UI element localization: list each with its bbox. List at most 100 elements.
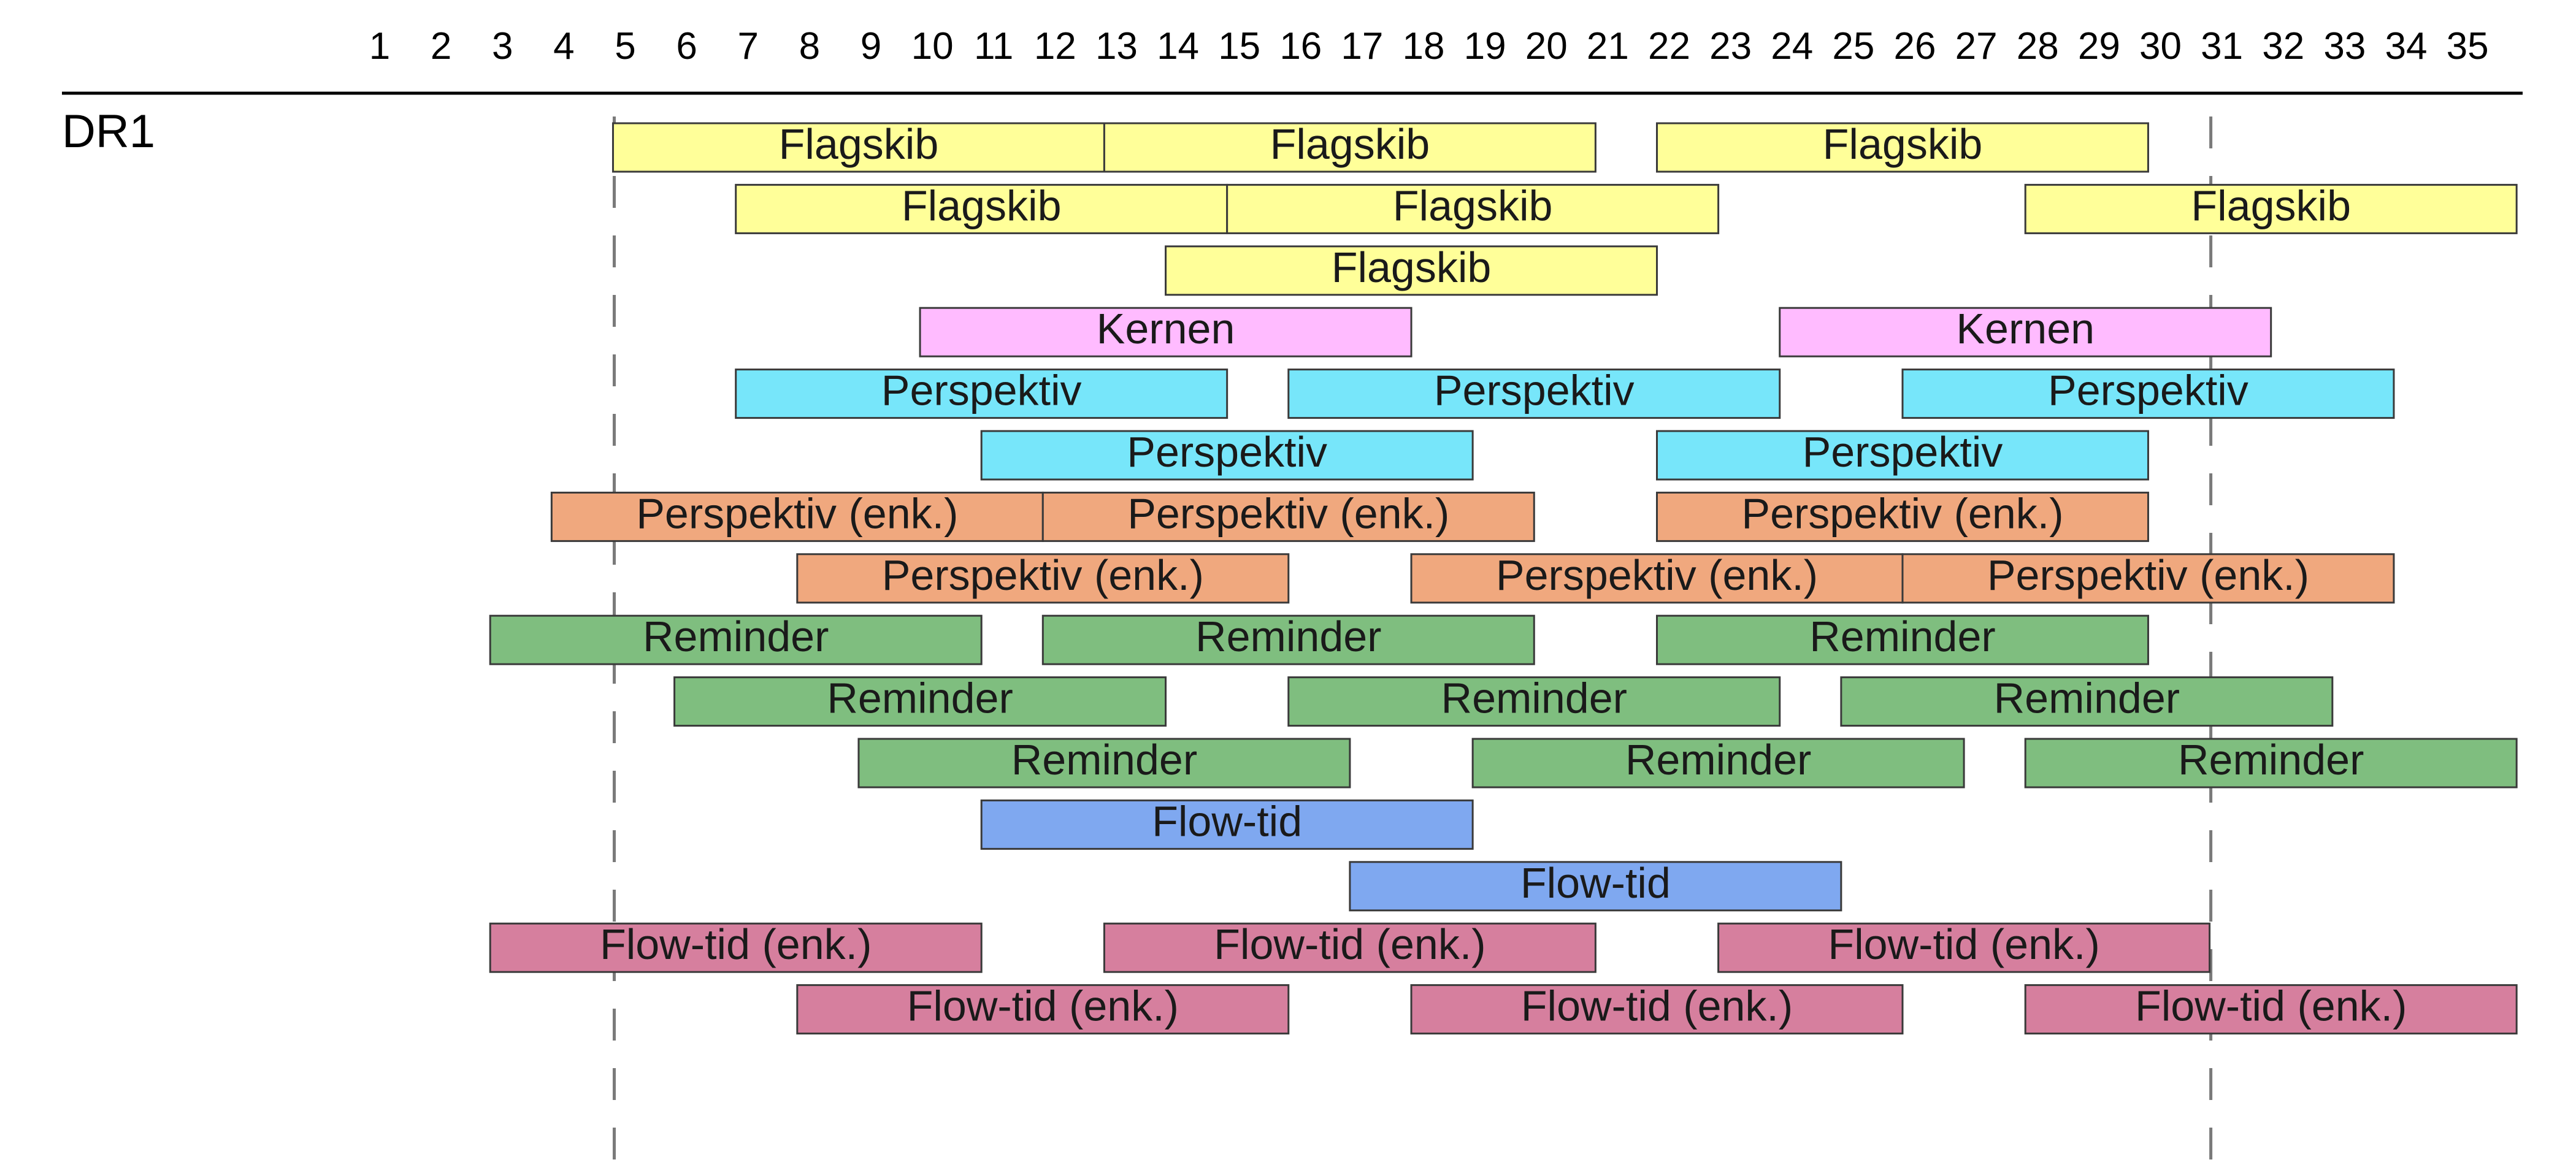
program-bar-label: Flow-tid (enk.): [1828, 920, 2099, 968]
program-bar-label: Perspektiv: [1434, 367, 1635, 414]
program-bar: Flow-tid: [1349, 859, 1842, 912]
program-bar-rect: [1840, 676, 2334, 727]
program-bar-label: Perspektiv (enk.): [636, 489, 958, 537]
program-bar: Flagskib: [735, 181, 1229, 234]
program-bar: Flagskib: [2024, 181, 2518, 234]
program-bar-label: Flow-tid (enk.): [2135, 982, 2407, 1030]
program-bar-label: Reminder: [1809, 613, 1995, 660]
program-bar-rect: [1287, 676, 1781, 727]
x-tick-label: 30: [2139, 25, 2182, 67]
program-bar-label: Flow-tid: [1520, 859, 1671, 907]
program-bar-rect: [857, 738, 1351, 789]
program-bar: Perspektiv (enk.): [1041, 489, 1535, 542]
program-bar: Flow-tid (enk.): [1717, 920, 2211, 973]
program-bar-label: Perspektiv (enk.): [1496, 551, 1818, 599]
program-bar-label: Kernen: [1956, 305, 2095, 353]
program-bar-label: Perspektiv: [881, 367, 1082, 414]
x-tick-label: 19: [1464, 25, 1506, 67]
program-bar-rect: [1226, 183, 1720, 234]
x-tick-label: 27: [1955, 25, 1998, 67]
program-bar-rect: [1717, 922, 2211, 973]
x-tick-label: 24: [1771, 25, 1813, 67]
program-bar: Perspektiv (enk.): [550, 489, 1044, 542]
program-bar: Reminder: [1287, 674, 1781, 727]
program-bar-label: Flow-tid (enk.): [600, 920, 872, 968]
x-tick-label: 20: [1525, 25, 1568, 67]
channel-label: DR1: [62, 105, 155, 158]
program-bar-rect: [1103, 922, 1597, 973]
program-bar: Reminder: [1041, 613, 1535, 665]
program-bar: Perspektiv (enk.): [1901, 551, 2395, 604]
x-tick-label: 5: [615, 25, 635, 67]
program-bar-rect: [550, 491, 1044, 542]
program-bar-label: Flagskib: [1393, 181, 1553, 229]
program-bar-rect: [919, 307, 1413, 357]
program-bar-label: Perspektiv (enk.): [1741, 489, 2063, 537]
program-bar-label: Flagskib: [2191, 181, 2351, 229]
program-bar: Reminder: [1655, 613, 2149, 665]
program-bar: Reminder: [2024, 736, 2518, 789]
x-tick-label: 8: [799, 25, 820, 67]
program-bar-label: Flagskib: [1332, 243, 1492, 291]
program-bar-rect: [1041, 614, 1535, 665]
program-bar-rect: [1779, 307, 2272, 357]
x-tick-label: 14: [1157, 25, 1199, 67]
x-tick-label: 7: [737, 25, 758, 67]
x-tick-label: 21: [1587, 25, 1629, 67]
x-tick-label: 34: [2385, 25, 2427, 67]
program-bar: Kernen: [919, 305, 1413, 357]
program-bar-label: Flow-tid (enk.): [1521, 982, 1793, 1030]
program-bar: Flagskib: [1226, 181, 1720, 234]
program-bar-rect: [1901, 369, 2395, 419]
program-bar: Flagskib: [1655, 120, 2149, 173]
program-bar-label: Flow-tid: [1152, 797, 1302, 845]
program-bar: Flow-tid (enk.): [1103, 920, 1597, 973]
program-bar: Kernen: [1779, 305, 2272, 357]
program-bar-rect: [980, 799, 1474, 850]
x-tick-label: 31: [2201, 25, 2243, 67]
program-bar-label: Flagskib: [779, 120, 939, 168]
program-bar-label: Perspektiv (enk.): [882, 551, 1204, 599]
program-bar: Perspektiv: [1287, 367, 1781, 419]
program-bar-label: Reminder: [1011, 736, 1197, 784]
x-tick-label: 11: [974, 25, 1013, 67]
program-bar-rect: [1655, 430, 2149, 481]
program-bar-rect: [1287, 369, 1781, 419]
program-bar-label: Reminder: [827, 674, 1013, 722]
program-bar: Perspektiv: [1655, 428, 2149, 481]
x-tick-label: 33: [2323, 25, 2366, 67]
program-bar-label: Perspektiv: [1803, 428, 2003, 476]
program-bar-rect: [1349, 861, 1842, 912]
program-bar: Perspektiv (enk.): [1655, 489, 2149, 542]
program-bar-rect: [1041, 491, 1535, 542]
program-bar: Perspektiv: [1901, 367, 2395, 419]
program-bar-rect: [1655, 491, 2149, 542]
x-tick-label: 3: [492, 25, 513, 67]
x-tick-label: 17: [1341, 25, 1383, 67]
program-bar-label: Reminder: [1994, 674, 2180, 722]
x-tick-label: 12: [1034, 25, 1076, 67]
program-bar-rect: [1471, 738, 1965, 789]
program-bar: Perspektiv: [735, 367, 1229, 419]
x-tick-label: 13: [1095, 25, 1138, 67]
program-bar-rect: [1165, 245, 1658, 296]
program-bar: Reminder: [489, 613, 983, 665]
x-tick-label: 10: [911, 25, 954, 67]
program-bar-label: Flagskib: [1823, 120, 1983, 168]
program-bar-label: Reminder: [1625, 736, 1811, 784]
program-bar: Reminder: [857, 736, 1351, 789]
x-tick-label: 16: [1279, 25, 1322, 67]
program-bar: Reminder: [1471, 736, 1965, 789]
program-bar-label: Perspektiv (enk.): [1127, 489, 1449, 537]
program-bar-rect: [1655, 122, 2149, 173]
program-bar-rect: [489, 614, 983, 665]
x-tick-label: 9: [861, 25, 881, 67]
x-tick-label: 22: [1648, 25, 1690, 67]
program-bar: Flagskib: [1165, 243, 1658, 296]
program-bar-rect: [980, 430, 1474, 481]
program-bar: Flagskib: [1103, 120, 1597, 173]
program-bar: Reminder: [673, 674, 1167, 727]
program-bar-rect: [2024, 984, 2518, 1035]
x-tick-label: 25: [1832, 25, 1874, 67]
